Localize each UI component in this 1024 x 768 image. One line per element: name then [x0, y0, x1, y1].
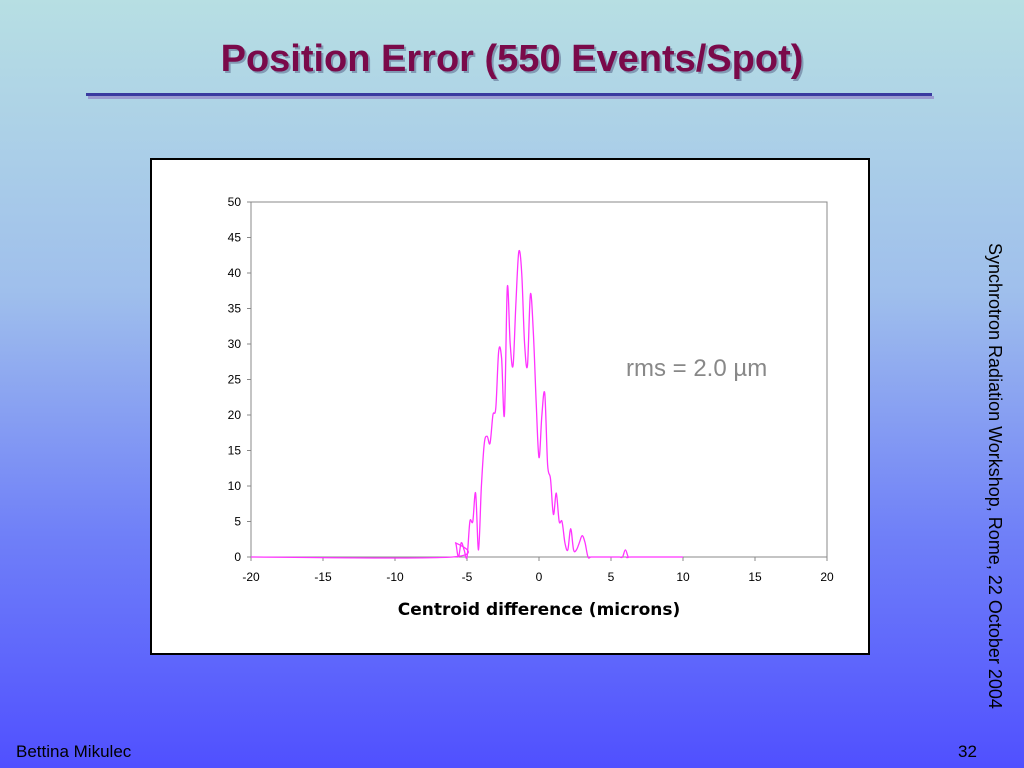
x-tick-label: -10 — [386, 570, 404, 584]
x-tick-label: 10 — [676, 570, 690, 584]
y-tick-label: 5 — [234, 515, 241, 529]
title-underline-shadow — [88, 96, 934, 99]
x-axis-label: Centroid difference (microns) — [398, 600, 681, 620]
x-axis-ticks: -20 -15 -10 -5 0 5 10 15 20 — [242, 557, 834, 584]
y-tick-label: 0 — [234, 550, 241, 564]
x-tick-label: 5 — [608, 570, 615, 584]
author-name: Bettina Mikulec — [16, 742, 132, 761]
x-tick-label: 0 — [536, 570, 543, 584]
x-tick-label: 15 — [748, 570, 762, 584]
y-tick-label: 15 — [228, 444, 242, 458]
page-number: 32 — [958, 742, 977, 761]
chart-frame: 0 5 10 15 20 25 30 35 40 45 50 -20 -15 -10 -5 0 5 10 15 20… — [150, 158, 870, 655]
y-tick-label: 35 — [228, 302, 242, 316]
y-tick-label: 30 — [228, 337, 242, 351]
slide-title: Position Error (550 Events/Spot) — [220, 38, 804, 80]
y-tick-label: 50 — [228, 195, 242, 209]
x-tick-label: -20 — [242, 570, 260, 584]
x-tick-label: -5 — [462, 570, 473, 584]
series-line — [250, 249, 683, 559]
chart: 0 5 10 15 20 25 30 35 40 45 50 -20 -15 -10 -5 0 5 10 15 20… — [228, 195, 834, 620]
rms-annotation: rms = 2.0 µm — [626, 355, 767, 382]
y-tick-label: 25 — [228, 373, 242, 387]
workshop-side-text: Synchrotron Radiation Workshop, Rome, 22… — [985, 243, 1005, 709]
x-tick-label: -15 — [314, 570, 332, 584]
y-tick-label: 40 — [228, 266, 242, 280]
x-tick-label: 20 — [820, 570, 834, 584]
y-tick-label: 10 — [228, 479, 242, 493]
y-tick-label: 20 — [228, 408, 242, 422]
title-underline — [86, 93, 932, 96]
y-tick-label: 45 — [228, 231, 242, 245]
plot-area — [250, 201, 828, 558]
y-axis-ticks: 0 5 10 15 20 25 30 35 40 45 50 — [228, 195, 251, 564]
